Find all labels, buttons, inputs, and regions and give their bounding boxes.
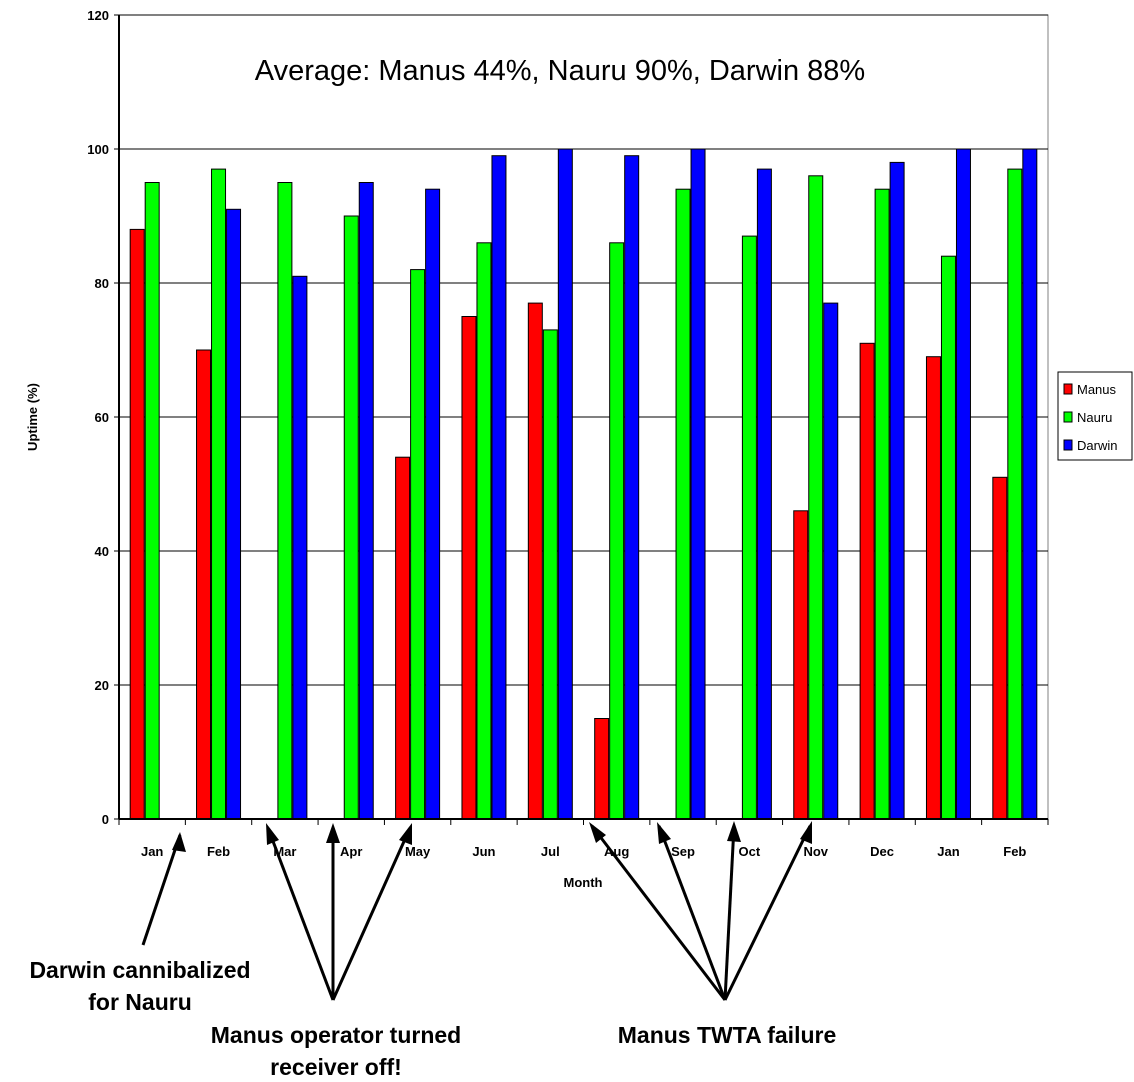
y-tick-label: 80 bbox=[95, 276, 109, 291]
bar-darwin-sep-8 bbox=[690, 148, 706, 820]
bar-darwin-mar-2 bbox=[292, 275, 308, 820]
bar-nauru-jul-6 bbox=[542, 329, 558, 820]
x-axis-title: Month bbox=[564, 875, 603, 890]
bar-darwin-dec-11 bbox=[889, 161, 905, 820]
y-tick-label: 40 bbox=[95, 544, 109, 559]
x-tick-label: Oct bbox=[739, 844, 761, 859]
bar-nauru-dec-11 bbox=[874, 188, 890, 820]
y-tick-label: 20 bbox=[95, 678, 109, 693]
y-tick-labels: 0 20 40 60 80 100 120 bbox=[87, 8, 109, 827]
bar-nauru-jan-0 bbox=[144, 182, 160, 820]
arrow-twta-aug bbox=[590, 825, 727, 1001]
bar-nauru-aug-7 bbox=[609, 242, 625, 820]
annotation-arrows bbox=[141, 825, 812, 1001]
bar-manus-aug-7 bbox=[594, 718, 610, 820]
arrowhead-manus-apr bbox=[326, 823, 340, 843]
bar-nauru-jun-5 bbox=[476, 242, 492, 820]
legend-label-manus: Manus bbox=[1077, 382, 1117, 397]
annotation-twta: Manus TWTA failure bbox=[618, 1022, 837, 1048]
bars bbox=[129, 148, 1038, 820]
axes bbox=[114, 14, 1049, 825]
bar-darwin-oct-9 bbox=[756, 168, 772, 820]
bar-manus-jan-12 bbox=[925, 356, 941, 820]
arrow-manus-may bbox=[331, 827, 412, 1001]
arrowhead-twta-sep bbox=[657, 822, 671, 844]
bar-darwin-feb-1 bbox=[226, 208, 242, 820]
bar-nauru-feb-13 bbox=[1007, 168, 1023, 820]
x-tick-label: Feb bbox=[1003, 844, 1026, 859]
bar-darwin-apr-3 bbox=[358, 182, 374, 820]
x-tick-label: Nov bbox=[803, 844, 828, 859]
bar-manus-feb-13 bbox=[992, 476, 1008, 820]
bar-nauru-oct-9 bbox=[741, 235, 757, 820]
arrowhead-twta-nov bbox=[800, 821, 812, 844]
bar-nauru-mar-2 bbox=[277, 182, 293, 820]
legend-label-darwin: Darwin bbox=[1077, 438, 1117, 453]
bar-darwin-nov-10 bbox=[823, 302, 839, 820]
legend: Manus Nauru Darwin bbox=[1057, 371, 1133, 461]
bar-manus-jun-5 bbox=[461, 316, 477, 820]
bar-nauru-nov-10 bbox=[808, 175, 824, 820]
annotation-manus-operator-line2: receiver off! bbox=[270, 1054, 402, 1080]
x-tick-label: Feb bbox=[207, 844, 230, 859]
bar-darwin-jun-5 bbox=[491, 155, 507, 820]
x-tick-label: Jan bbox=[937, 844, 959, 859]
average-annotation: Average: Manus 44%, Nauru 90%, Darwin 88… bbox=[255, 55, 865, 87]
bar-darwin-may-4 bbox=[425, 188, 441, 820]
arrowhead-manus-may bbox=[399, 823, 412, 845]
y-tick-label: 100 bbox=[87, 142, 109, 157]
bar-manus-jul-6 bbox=[527, 302, 543, 820]
x-tick-labels: Jan Feb Mar Apr May Jun Jul Aug Sep Oct Nov Dec Jan F… bbox=[141, 844, 1026, 859]
arrowhead-manus-mar bbox=[266, 823, 279, 845]
arrowhead-twta-aug bbox=[589, 822, 606, 843]
arrow-manus-mar bbox=[266, 827, 335, 1001]
bar-manus-feb-1 bbox=[196, 349, 212, 820]
bar-manus-nov-10 bbox=[793, 510, 809, 820]
arrowhead-darwin bbox=[172, 832, 186, 852]
arrow-twta-oct bbox=[723, 825, 736, 1001]
arrowhead-twta-oct bbox=[727, 821, 741, 842]
bar-darwin-jul-6 bbox=[557, 148, 573, 820]
annotation-darwin-line2: for Nauru bbox=[88, 989, 192, 1015]
bar-manus-may-4 bbox=[395, 456, 411, 820]
annotation-darwin-line1: Darwin cannibalized bbox=[29, 957, 250, 983]
bar-manus-jan-0 bbox=[129, 228, 145, 820]
y-tick-label: 120 bbox=[87, 8, 109, 23]
arrow-twta-sep bbox=[657, 825, 727, 1001]
legend-label-nauru: Nauru bbox=[1077, 410, 1112, 425]
bar-manus-dec-11 bbox=[859, 342, 875, 820]
x-tick-label: Apr bbox=[340, 844, 362, 859]
x-tick-label: Sep bbox=[671, 844, 695, 859]
x-tick-label: Dec bbox=[870, 844, 894, 859]
arrowheads bbox=[172, 821, 812, 852]
bar-darwin-aug-7 bbox=[624, 155, 640, 820]
legend-swatch-manus bbox=[1063, 383, 1073, 395]
x-tick-label: Jul bbox=[541, 844, 560, 859]
annotation-manus-operator-line1: Manus operator turned bbox=[211, 1022, 461, 1048]
arrow-darwin bbox=[141, 834, 182, 946]
bar-nauru-sep-8 bbox=[675, 188, 691, 820]
bar-darwin-jan-12 bbox=[955, 148, 971, 820]
bar-nauru-jan-12 bbox=[940, 255, 956, 820]
x-tick-label: May bbox=[405, 844, 431, 859]
bar-nauru-may-4 bbox=[410, 269, 426, 820]
y-axis-title: Uptime (%) bbox=[25, 383, 40, 451]
bar-nauru-feb-1 bbox=[211, 168, 227, 820]
legend-swatch-nauru bbox=[1063, 411, 1073, 423]
arrow-twta-nov bbox=[723, 825, 812, 1001]
legend-swatch-darwin bbox=[1063, 439, 1073, 451]
y-tick-label: 60 bbox=[95, 410, 109, 425]
x-tick-label: Jun bbox=[472, 844, 495, 859]
bar-nauru-apr-3 bbox=[343, 215, 359, 820]
y-tick-label: 0 bbox=[102, 812, 109, 827]
bar-darwin-feb-13 bbox=[1022, 148, 1038, 820]
x-tick-label: Jan bbox=[141, 844, 163, 859]
